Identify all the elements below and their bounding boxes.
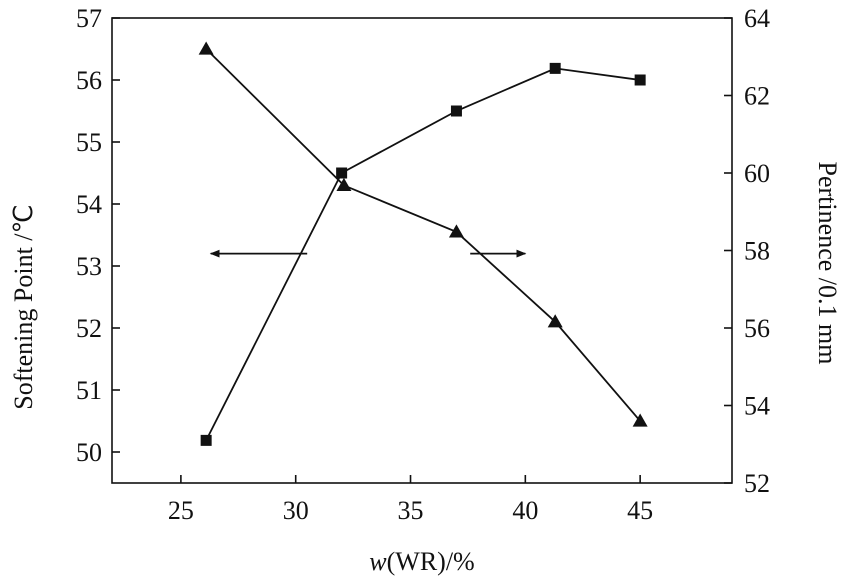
square-point	[200, 434, 212, 446]
square-point	[549, 62, 561, 74]
left-axis-title: Softening Point /℃	[9, 204, 38, 409]
plot-frame	[111, 17, 733, 484]
x-axis-title-italic: w	[369, 547, 387, 576]
x-axis-ticks: 25 30 35 40 45	[168, 475, 653, 525]
left-tick-label: 57	[76, 4, 102, 33]
left-tick-label: 51	[76, 376, 102, 405]
right-tick-label: 60	[744, 159, 770, 188]
square-point	[450, 105, 462, 117]
triangle-series-line	[205, 48, 641, 422]
right-tick-label: 58	[744, 237, 770, 266]
right-tick-label: 52	[744, 469, 770, 498]
left-tick-label: 50	[76, 438, 102, 467]
right-tick-label: 64	[744, 4, 770, 33]
right-tick-label: 56	[744, 314, 770, 343]
x-tick-label: 30	[283, 496, 309, 525]
x-tick-label: 35	[398, 496, 424, 525]
square-point	[336, 167, 348, 179]
right-axis-title: Pertinence /0.1 mm	[813, 162, 842, 365]
right-tick-label: 62	[744, 82, 770, 111]
left-tick-label: 52	[76, 314, 102, 343]
square-point	[634, 74, 646, 86]
x-tick-label: 25	[168, 496, 194, 525]
x-axis-title-rest: (WR)/%	[387, 547, 475, 576]
right-tick-label: 54	[744, 392, 770, 421]
left-tick-label: 56	[76, 66, 102, 95]
right-axis-ticks: 52 54 56 58 60 62 64	[724, 4, 770, 498]
x-axis-title: w(WR)/%	[369, 547, 474, 576]
triangle-point	[448, 224, 464, 238]
left-tick-label: 53	[76, 252, 102, 281]
left-axis-ticks: 50 51 52 53 54 55 56 57	[76, 4, 120, 467]
triangle-point	[632, 413, 648, 427]
triangle-point	[336, 177, 352, 192]
left-tick-label: 55	[76, 128, 102, 157]
left-tick-label: 54	[76, 190, 102, 219]
series-group	[198, 41, 648, 446]
x-tick-label: 40	[512, 496, 538, 525]
x-tick-label: 45	[627, 496, 653, 525]
triangle-point	[547, 314, 563, 328]
triangle-point	[198, 41, 214, 55]
